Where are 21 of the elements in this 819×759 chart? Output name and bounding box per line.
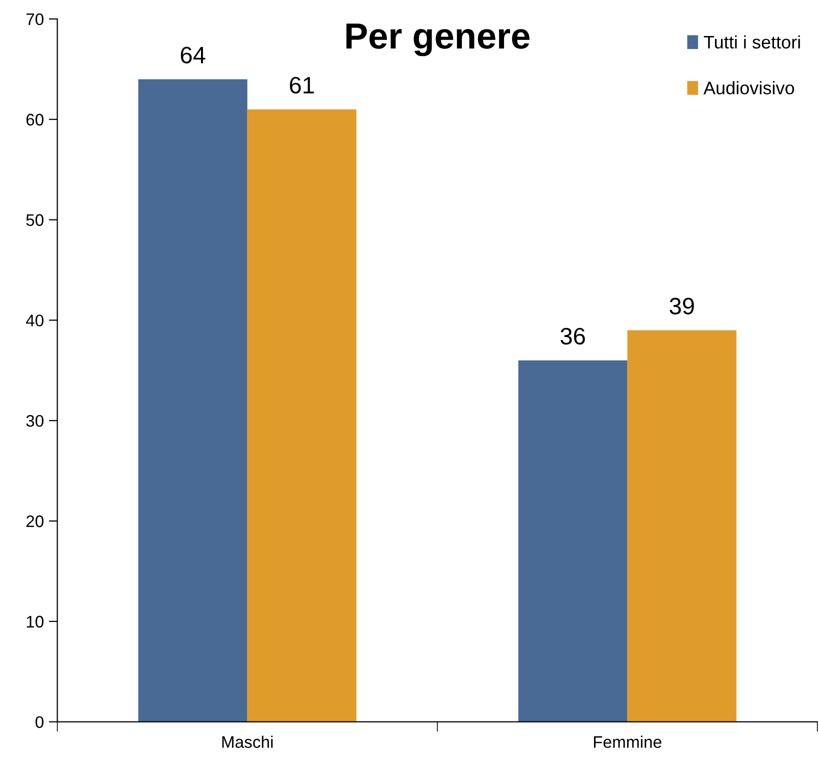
y-tick-label: 30 xyxy=(26,414,44,427)
bar xyxy=(138,79,248,722)
data-label: 64 xyxy=(180,46,206,64)
x-tick-label: Femmine xyxy=(594,736,662,748)
data-label: 61 xyxy=(290,76,314,94)
bar xyxy=(247,109,356,722)
data-label: 36 xyxy=(560,328,585,345)
bar xyxy=(627,330,736,722)
y-tick-label: 0 xyxy=(36,716,44,728)
data-label: 39 xyxy=(670,298,694,314)
x-tick-label: Maschi xyxy=(222,736,273,748)
y-tick-label: 70 xyxy=(26,13,44,26)
y-tick-label: 20 xyxy=(26,515,44,528)
chart-title: Per genere xyxy=(346,24,530,56)
legend-label: Audiovisivo xyxy=(704,81,794,94)
y-tick-label: 10 xyxy=(26,616,44,628)
y-tick-label: 60 xyxy=(26,114,44,126)
bar xyxy=(518,360,628,722)
y-tick-label: 50 xyxy=(26,214,44,226)
legend-label: Tutti i settori xyxy=(704,35,800,49)
y-tick-label: 40 xyxy=(26,314,44,326)
